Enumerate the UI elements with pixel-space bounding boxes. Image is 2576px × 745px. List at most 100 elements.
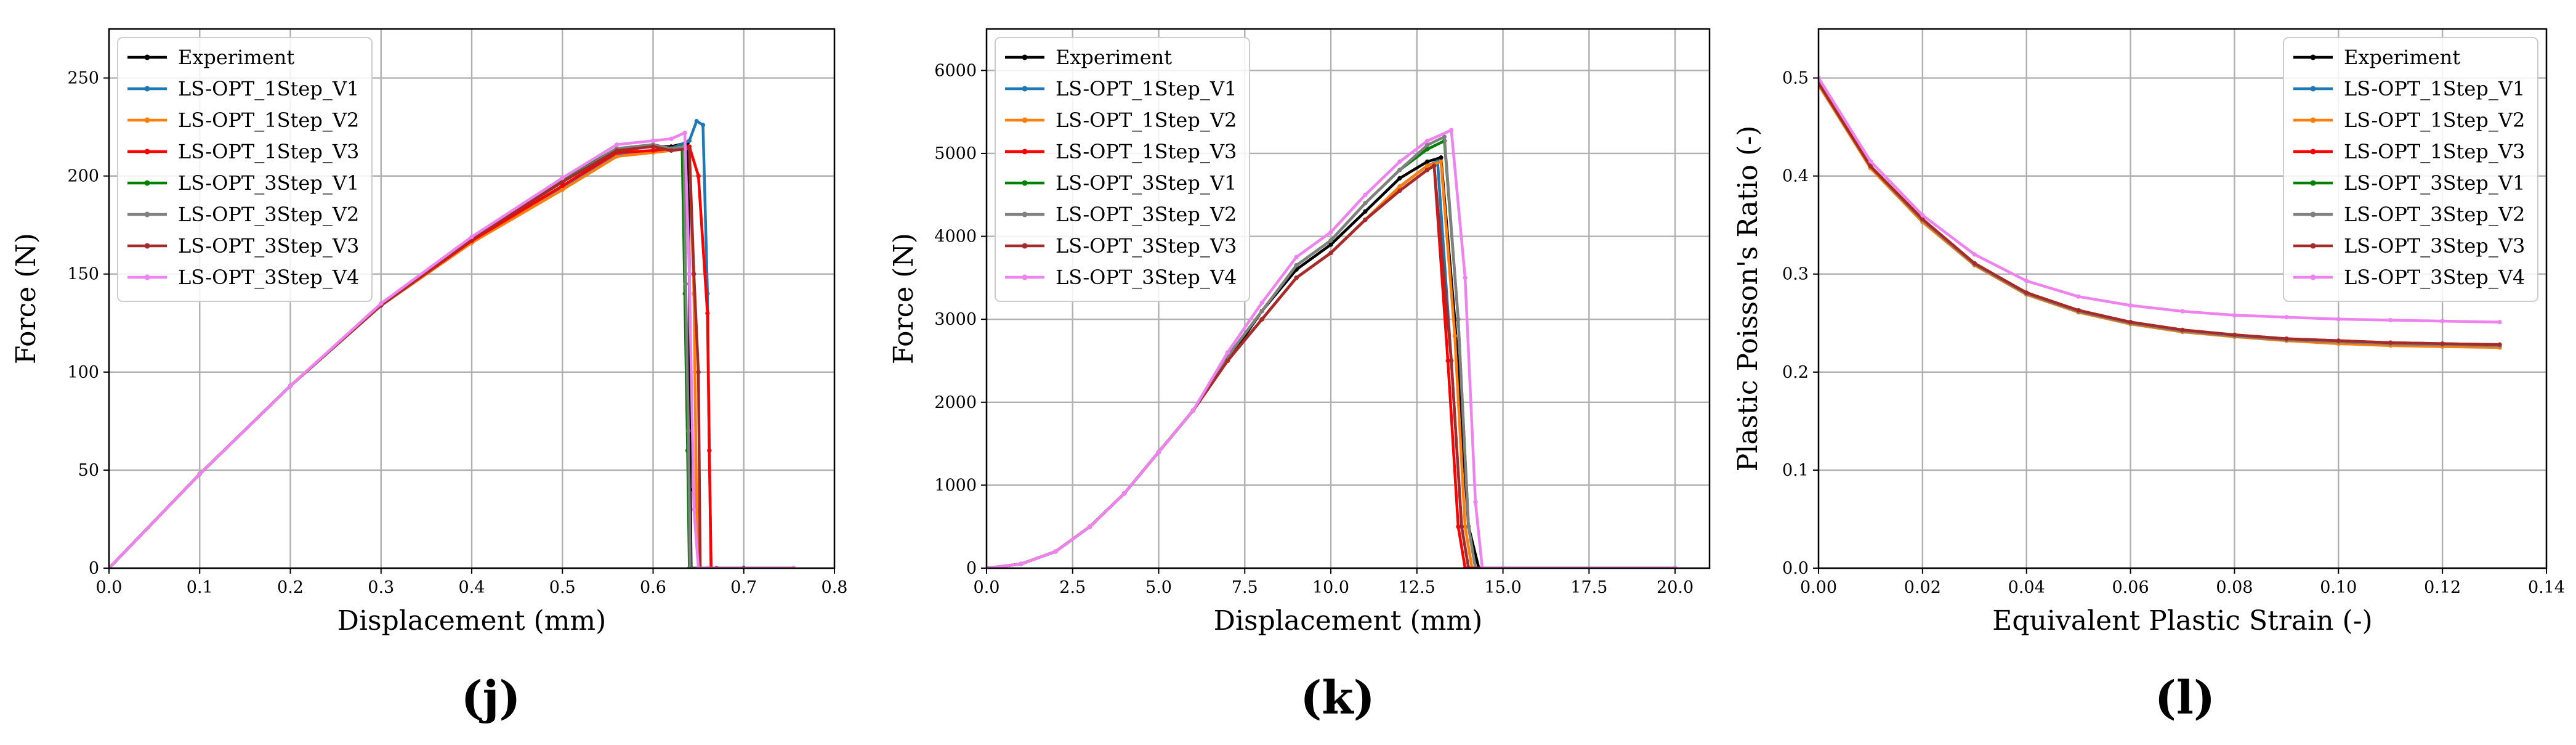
data-point — [1445, 358, 1450, 364]
legend-entry: LS-OPT_3Step_V3 — [178, 234, 359, 258]
data-point — [615, 154, 620, 159]
legend-marker — [144, 117, 150, 123]
x-tick-label: 0.2 — [277, 578, 304, 597]
x-tick-label: 0.00 — [1800, 578, 1837, 597]
legend-marker — [2310, 149, 2316, 155]
legend-marker — [1022, 180, 1028, 186]
y-tick-label: 0.0 — [1782, 559, 1809, 578]
data-point — [692, 507, 696, 512]
series-line — [987, 128, 1676, 568]
data-point — [1432, 163, 1437, 168]
data-point — [2232, 312, 2237, 318]
data-point — [692, 272, 696, 277]
y-tick-label: 0.4 — [1782, 167, 1809, 186]
legend-marker — [2310, 274, 2316, 280]
data-point — [2388, 317, 2393, 323]
data-point — [1225, 358, 1230, 364]
y-tick-label: 0.1 — [1782, 461, 1809, 480]
data-point — [1397, 176, 1402, 181]
x-tick-label: 15.0 — [1485, 578, 1522, 597]
data-point — [2076, 307, 2081, 313]
data-point — [1972, 252, 1977, 257]
legend-marker — [144, 274, 150, 280]
panel-label-l: (l) — [2155, 672, 2215, 725]
x-tick-label: 12.5 — [1399, 578, 1435, 597]
legend-marker — [2310, 54, 2316, 60]
x-tick-label: 0.7 — [730, 578, 757, 597]
data-point — [696, 174, 701, 179]
y-tick-label: 2000 — [934, 393, 977, 412]
data-point — [2284, 336, 2289, 341]
panel-label-k: (k) — [1300, 672, 1375, 725]
data-point — [1363, 201, 1368, 206]
legend: Experiment LS-OPT_1Step_V1 LS-OPT_1Step_V2… — [2283, 37, 2538, 302]
axes-frame — [1817, 28, 2548, 569]
legend-box — [2283, 37, 2538, 302]
data-point — [2180, 327, 2185, 333]
x-tick-label: 10.0 — [1312, 578, 1349, 597]
data-point — [1328, 242, 1333, 247]
data-point — [1019, 561, 1024, 566]
chart-j: 0.0 0.1 0.2 0.3 0.4 0.5 0.6 0.7 0.8 0 50 100 150 200 2… — [10, 28, 847, 637]
y-axis-label: Force (N) — [888, 233, 919, 364]
legend-marker — [1022, 54, 1028, 60]
legend-marker — [1022, 211, 1028, 218]
data-point — [1294, 254, 1299, 259]
data-point — [1463, 275, 1468, 280]
data-point — [687, 138, 692, 143]
data-point — [2440, 341, 2445, 346]
legend-marker — [144, 243, 150, 249]
y-tick-label: 6000 — [934, 61, 977, 80]
legend-marker — [2310, 211, 2316, 218]
legend-entry: LS-OPT_3Step_V4 — [2344, 266, 2525, 289]
data-point — [2497, 342, 2502, 347]
data-point — [560, 183, 565, 189]
plot-area — [987, 128, 1678, 568]
legend-entry: LS-OPT_1Step_V2 — [1056, 108, 1237, 132]
y-tick-label: 0 — [89, 559, 99, 578]
data-point — [560, 176, 565, 181]
data-point — [615, 148, 620, 153]
legend: Experiment LS-OPT_1Step_V1 LS-OPT_1Step_V2… — [117, 37, 373, 302]
legend-entry: LS-OPT_1Step_V1 — [2344, 77, 2525, 100]
data-point — [1328, 238, 1333, 243]
legend-entry: LS-OPT_3Step_V2 — [1056, 203, 1237, 226]
data-point — [669, 148, 674, 153]
legend-entry: LS-OPT_3Step_V2 — [2344, 203, 2525, 226]
x-tick-label: 0.04 — [2008, 578, 2045, 597]
data-point — [2284, 315, 2289, 320]
legend: Experiment LS-OPT_1Step_V1 LS-OPT_1Step_V2… — [995, 37, 1250, 302]
data-point — [1225, 350, 1230, 355]
data-point — [696, 370, 701, 375]
data-point — [1439, 159, 1443, 164]
y-tick-label: 50 — [78, 461, 99, 480]
y-tick-label: 1000 — [934, 476, 977, 495]
data-point — [1452, 333, 1457, 338]
legend-box — [117, 37, 373, 302]
data-point — [1442, 134, 1447, 139]
data-point — [1363, 192, 1368, 197]
y-tick-label: 0 — [966, 559, 977, 578]
data-point — [615, 142, 620, 147]
legend-entry: LS-OPT_1Step_V3 — [178, 140, 359, 163]
legend-marker — [2310, 86, 2316, 92]
data-point — [687, 272, 692, 277]
x-tick-label: 0.1 — [187, 578, 213, 597]
data-point — [2497, 320, 2502, 325]
legend-marker — [144, 54, 150, 60]
x-tick-label: 7.5 — [1232, 578, 1258, 597]
legend-entry: LS-OPT_1Step_V2 — [178, 108, 359, 132]
data-point — [1449, 358, 1454, 364]
data-point — [197, 471, 202, 476]
x-tick-label: 17.5 — [1570, 578, 1607, 597]
data-point — [650, 144, 656, 149]
legend-entry: LS-OPT_1Step_V2 — [2344, 108, 2525, 132]
data-point — [379, 301, 384, 306]
data-point — [1424, 163, 1430, 168]
data-point — [700, 123, 706, 128]
legend-entry: Experiment — [2344, 46, 2460, 69]
x-tick-label: 5.0 — [1145, 578, 1172, 597]
data-point — [1439, 155, 1443, 160]
x-tick-label: 0.0 — [96, 578, 123, 597]
